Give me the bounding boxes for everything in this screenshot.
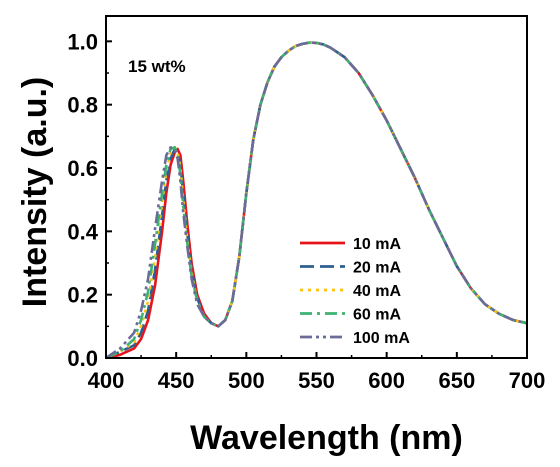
series-line-5 bbox=[105, 41, 528, 360]
legend-label: 10 mA bbox=[353, 236, 401, 253]
y-tick-label: 0.2 bbox=[67, 283, 98, 308]
x-tick-label: 450 bbox=[158, 368, 195, 393]
y-axis-title: Intensity (a.u.) bbox=[16, 77, 54, 307]
y-tick-label: 0.0 bbox=[67, 346, 98, 371]
axis-ticks: 400 450 500 550 600 650 700 0.0 0.2 0.4 0.6 0.8 1.0 bbox=[67, 29, 545, 393]
x-axis-title: Wavelength (nm) bbox=[190, 419, 463, 457]
series-line-4 bbox=[105, 41, 528, 360]
series-line-1 bbox=[105, 41, 528, 360]
y-tick-label: 0.8 bbox=[67, 93, 98, 118]
x-tick-label: 500 bbox=[228, 368, 265, 393]
x-tick-label: 650 bbox=[438, 368, 475, 393]
series-line-3 bbox=[105, 41, 528, 360]
legend-label: 40 mA bbox=[353, 283, 401, 300]
y-tick-label: 0.4 bbox=[67, 219, 98, 244]
sample-annotation: 15 wt% bbox=[128, 57, 186, 76]
series-line-2 bbox=[105, 41, 528, 360]
x-tick-label: 400 bbox=[88, 368, 125, 393]
y-tick-label: 1.0 bbox=[67, 29, 98, 54]
legend-label: 20 mA bbox=[353, 260, 401, 277]
series-group bbox=[105, 41, 528, 360]
legend: 10 mA 20 mA 40 mA 60 mA 100 mA bbox=[300, 236, 410, 347]
legend-label: 60 mA bbox=[353, 307, 401, 324]
legend-label: 100 mA bbox=[353, 330, 410, 347]
x-tick-label: 550 bbox=[298, 368, 335, 393]
x-tick-label: 700 bbox=[509, 368, 546, 393]
y-tick-label: 0.6 bbox=[67, 156, 98, 181]
x-tick-label: 600 bbox=[368, 368, 405, 393]
